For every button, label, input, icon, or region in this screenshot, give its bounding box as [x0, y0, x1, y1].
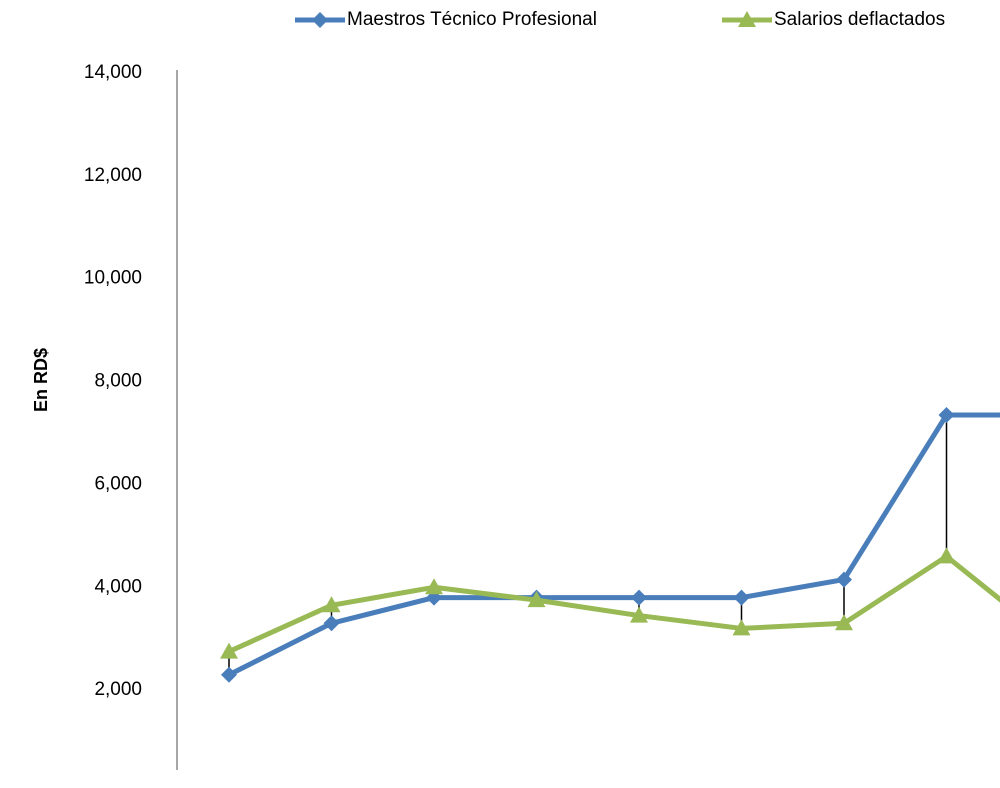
y-tick-label: 14,000: [84, 62, 142, 83]
data-point: [220, 642, 238, 659]
y-tick-label: 12,000: [84, 165, 142, 186]
data-point: [322, 596, 341, 613]
data-point: [630, 606, 648, 623]
data-point: [938, 407, 955, 423]
legend-marker: [738, 11, 756, 27]
y-tick-label: 4,000: [94, 576, 142, 597]
series-line: [227, 553, 1000, 654]
data-point: [835, 614, 853, 631]
y-axis-label: En RD$: [31, 348, 51, 412]
data-point: [425, 578, 443, 595]
legend-marker: [312, 12, 328, 28]
y-tick-label: 8,000: [94, 371, 142, 392]
data-point: [733, 589, 750, 606]
legend-label: Salarios deflactados: [774, 9, 945, 30]
data-point: [323, 615, 340, 632]
data-point: [732, 619, 751, 636]
data-point: [221, 666, 237, 683]
legend-label: Maestros Técnico Profesional: [347, 9, 597, 30]
data-point: [836, 571, 852, 588]
data-point: [937, 547, 956, 564]
data-point: [527, 591, 546, 608]
y-tick-label: 10,000: [84, 268, 142, 289]
data-point: [631, 589, 647, 606]
y-tick-label: 2,000: [94, 679, 142, 700]
series-line: [227, 412, 1000, 677]
y-tick-label: 6,000: [94, 473, 142, 494]
